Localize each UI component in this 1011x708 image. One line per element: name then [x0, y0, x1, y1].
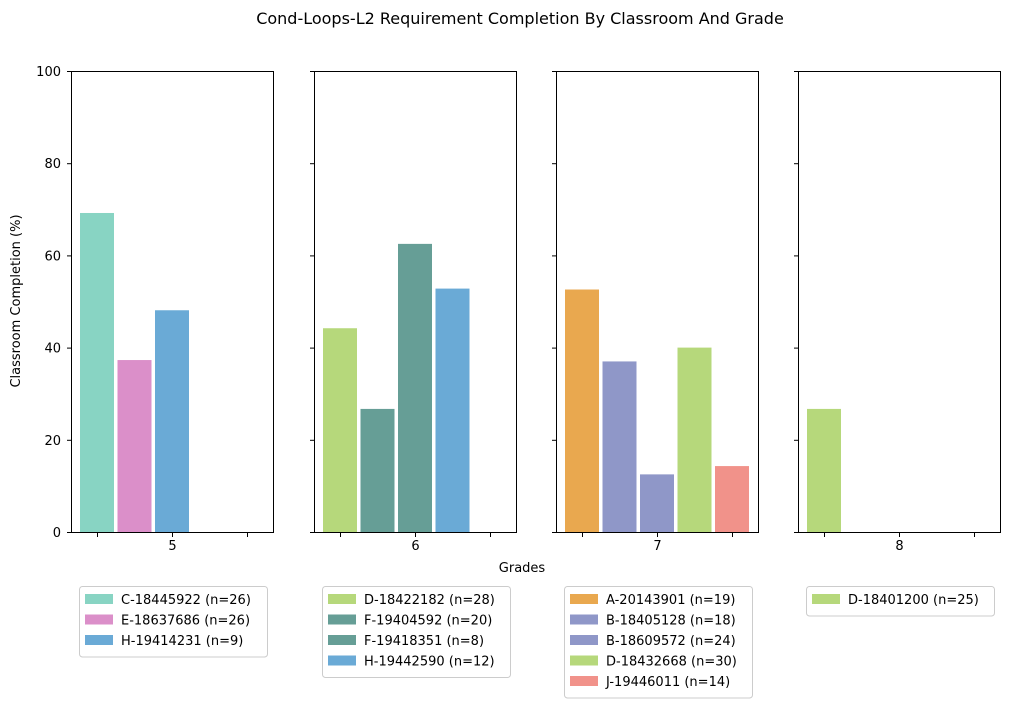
legend-label: F-19404592 (n=20)	[364, 614, 492, 629]
bar	[80, 212, 114, 532]
y-tick-label: 40	[44, 342, 61, 357]
legend-grade-8: D-18401200 (n=25)	[806, 586, 995, 617]
x-tick-label: 6	[411, 539, 419, 554]
legend-swatch	[85, 614, 113, 625]
bar	[398, 243, 432, 532]
bar	[677, 347, 712, 532]
bar	[360, 408, 395, 532]
x-axis-label: Grades	[499, 561, 546, 576]
bar	[640, 474, 674, 532]
legend-label: C-18445922 (n=26)	[121, 593, 251, 608]
legend-swatch	[328, 655, 356, 666]
legend-swatch	[570, 614, 598, 625]
legend-label: D-18422182 (n=28)	[364, 593, 495, 608]
y-tick-label: 80	[44, 157, 61, 172]
legend-label: D-18432668 (n=30)	[606, 655, 737, 670]
legend-grade-5: C-18445922 (n=26) E-18637686 (n=26) H-1941…	[79, 586, 268, 658]
bar	[117, 360, 152, 532]
legend-label: E-18637686 (n=26)	[121, 614, 250, 629]
panel-grade-7: 7 A-20143901 (n=19) B-18405128 (n=18) B-186…	[552, 71, 759, 699]
chart-title: Cond-Loops-L2 Requirement Completion By …	[256, 9, 784, 28]
y-tick-label: 20	[44, 434, 61, 449]
panel-grade-5: 0 20 40 60 80 100 5 C-18445922 (n=26) E-18637686…	[36, 65, 274, 658]
legend-label: J-19446011 (n=14)	[605, 675, 730, 690]
legend-label: D-18401200 (n=25)	[848, 593, 979, 608]
bar	[807, 408, 841, 532]
legend-swatch	[85, 635, 113, 645]
panel-grade-8: 8 D-18401200 (n=25)	[794, 71, 1001, 617]
panel-grade-6: 6 D-18422182 (n=28) F-19404592 (n=20) F-194…	[310, 71, 517, 678]
legend-swatch	[570, 676, 598, 686]
legend-label: H-19442590 (n=12)	[364, 655, 495, 670]
panels: 0 20 40 60 80 100 5 C-18445922 (n=26) E-18637686…	[36, 65, 1001, 699]
bar	[715, 466, 749, 532]
bar	[323, 328, 357, 532]
legend-label: B-18609572 (n=24)	[606, 634, 736, 649]
legend-swatch	[328, 594, 356, 604]
y-tick-label: 100	[36, 65, 61, 80]
legend-label: H-19414231 (n=9)	[121, 634, 243, 649]
bar	[565, 289, 599, 532]
x-tick-label: 5	[168, 539, 176, 554]
legend-box	[79, 586, 268, 658]
bar	[435, 288, 470, 532]
legend-box	[806, 586, 995, 617]
legend-label: A-20143901 (n=19)	[606, 593, 735, 608]
legend-swatch	[328, 635, 356, 645]
y-axis-label: Classroom Completion (%)	[9, 214, 24, 387]
bar	[602, 361, 637, 532]
legend-grade-7: A-20143901 (n=19) B-18405128 (n=18) B-1860…	[564, 586, 753, 699]
legend-label: F-19418351 (n=8)	[364, 634, 484, 649]
legend-box	[322, 586, 511, 678]
legend-swatch	[570, 594, 598, 604]
legend-label: B-18405128 (n=18)	[606, 614, 736, 629]
legend-box	[564, 586, 753, 699]
legend-swatch	[570, 655, 598, 666]
y-tick-label: 0	[53, 526, 61, 541]
legend-swatch	[812, 594, 840, 604]
y-tick-label: 60	[44, 249, 61, 264]
legend-swatch	[85, 594, 113, 604]
x-tick-label: 7	[653, 539, 661, 554]
bar	[155, 310, 189, 532]
legend-swatch	[328, 614, 356, 625]
x-tick-label: 8	[895, 539, 903, 554]
legend-swatch	[570, 635, 598, 645]
legend-grade-6: D-18422182 (n=28) F-19404592 (n=20) F-1941…	[322, 586, 511, 678]
